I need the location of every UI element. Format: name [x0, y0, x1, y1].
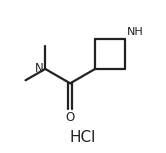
- Text: N: N: [35, 62, 44, 75]
- Text: O: O: [66, 111, 75, 124]
- Text: NH: NH: [127, 27, 143, 37]
- Text: HCl: HCl: [70, 130, 96, 145]
